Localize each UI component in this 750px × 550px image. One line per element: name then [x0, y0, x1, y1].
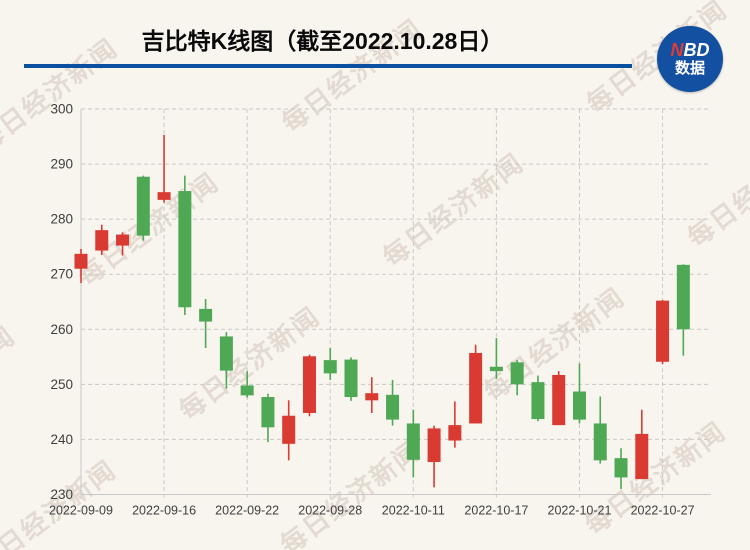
- candle-body: [635, 433, 649, 480]
- candle-body: [302, 356, 316, 413]
- y-tick-label: 230: [50, 487, 73, 502]
- candle-body: [116, 234, 130, 246]
- candle-body: [74, 253, 88, 269]
- chart-title: 吉比特K线图（截至2022.10.28日）: [141, 28, 504, 54]
- x-tick-label: 2022-09-28: [298, 504, 362, 518]
- candle-body: [552, 374, 566, 426]
- nbd-logo-n: N: [670, 39, 684, 60]
- y-tick-label: 240: [50, 432, 73, 447]
- x-tick-label: 2022-10-27: [631, 504, 695, 518]
- candle-body: [323, 360, 337, 374]
- y-tick-label: 250: [50, 377, 73, 392]
- candle-body: [365, 393, 379, 401]
- nbd-logo: NBD 数据: [657, 26, 723, 92]
- kline-svg: 230 240 250 260 270 280 290 300 2022-09-09 2022-0…: [49, 102, 711, 518]
- y-tick-label: 270: [50, 267, 73, 282]
- candle-body: [676, 264, 690, 330]
- candle-body: [344, 359, 358, 398]
- x-tick-label: 2022-10-17: [464, 504, 528, 518]
- candle-body: [282, 415, 296, 444]
- candle-body: [510, 362, 524, 385]
- candle-body: [178, 191, 192, 308]
- candle-body: [469, 352, 483, 424]
- candle-body: [614, 458, 628, 478]
- candle-body: [240, 385, 254, 396]
- nbd-logo-text: NBD: [670, 39, 710, 60]
- candle-body: [572, 391, 586, 420]
- y-tick-label: 260: [50, 322, 73, 337]
- candle-body: [95, 230, 109, 251]
- candle-body: [427, 428, 441, 463]
- candle-body: [157, 192, 171, 200]
- y-tick-label: 280: [50, 212, 73, 227]
- nbd-logo-bd: BD: [683, 39, 710, 60]
- x-tick-label: 2022-10-11: [382, 504, 445, 518]
- candle-body: [261, 397, 275, 428]
- y-tick-label: 290: [50, 157, 73, 172]
- candle-body: [199, 308, 213, 322]
- nbd-logo-sub: 数据: [674, 59, 705, 77]
- candle-body: [531, 382, 545, 420]
- candle-body: [219, 336, 233, 371]
- x-tick-label: 2022-09-22: [215, 504, 279, 518]
- y-tick-label: 300: [50, 102, 73, 117]
- candle-body: [406, 423, 420, 460]
- candlestick-chart: 230 240 250 260 270 280 290 300 2022-09-09 2022-0…: [0, 85, 750, 550]
- candle-body: [593, 423, 607, 461]
- x-tick-label: 2022-09-16: [132, 504, 196, 518]
- candle-body: [489, 366, 503, 372]
- candle-body: [448, 425, 462, 441]
- x-tick-label: 2022-10-21: [548, 504, 612, 518]
- x-tick-label: 2022-09-09: [49, 504, 113, 518]
- candle-body: [136, 176, 150, 236]
- candle-body: [656, 300, 670, 362]
- title-divider-line: [24, 64, 632, 68]
- candle-body: [386, 394, 400, 420]
